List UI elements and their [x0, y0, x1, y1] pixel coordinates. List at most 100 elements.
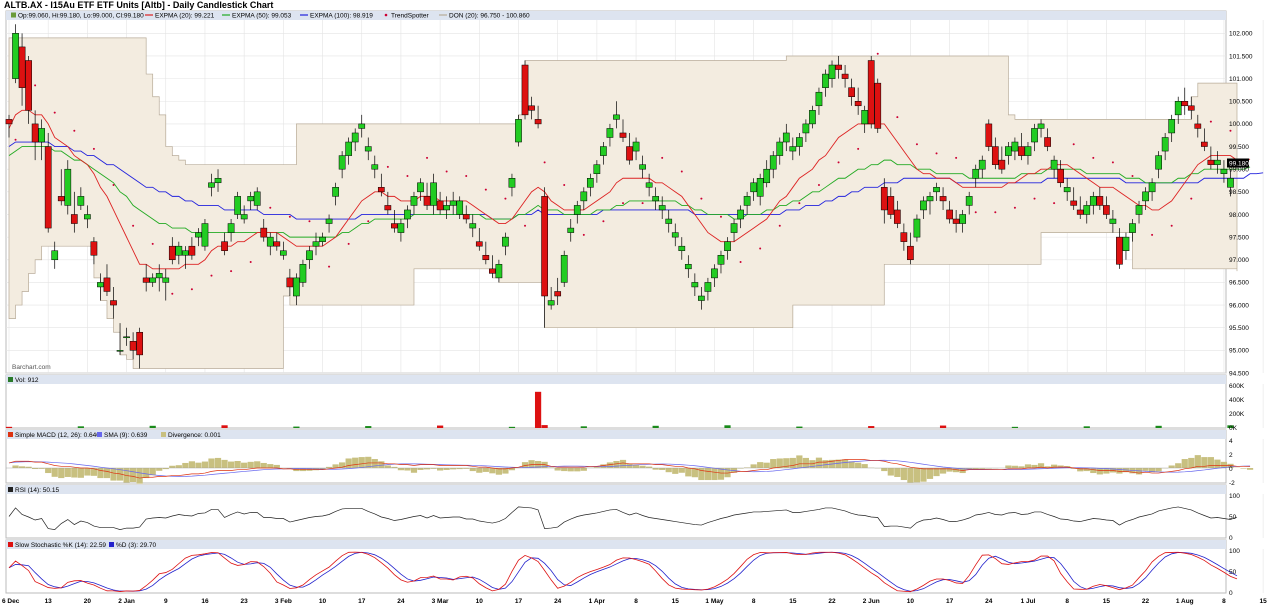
trendspotter-legend-swatch: [384, 13, 388, 17]
candle-body: [168, 245, 176, 261]
volume-bar: [1083, 426, 1090, 428]
date-tick: 1 Apr: [589, 598, 606, 605]
macd-div-legend-swatch: [161, 432, 166, 437]
candle-body: [44, 146, 52, 229]
macd-hist-bar: [1188, 457, 1195, 468]
trendspotter-dot: [1131, 174, 1134, 177]
macd-hist-bar: [953, 468, 960, 473]
rsi-tick: 50: [1229, 514, 1237, 521]
macd-hist-bar: [574, 468, 581, 472]
candle-body: [920, 200, 927, 211]
macd-tick: -2: [1229, 480, 1235, 487]
macd-hist-bar: [417, 468, 424, 470]
candle-body: [332, 187, 339, 197]
macd-hist-bar: [1148, 468, 1156, 473]
candle-body: [234, 196, 241, 215]
macd-hist-bar: [1083, 468, 1090, 472]
macd-hist-bar: [900, 468, 907, 481]
volume-bar: [365, 426, 372, 428]
macd-hist-bar: [789, 457, 796, 468]
date-tick: 3 Feb: [275, 598, 292, 605]
macd-hist-bar: [502, 468, 509, 474]
candle-body: [867, 60, 875, 125]
macd-hist-bar: [221, 459, 228, 468]
volume-tick: 600K: [1229, 383, 1245, 390]
macd-hist-bar: [1246, 468, 1254, 470]
trendspotter-dot: [73, 129, 76, 132]
candle-body: [893, 209, 901, 224]
date-tick: 10: [476, 598, 484, 605]
candle-body: [848, 87, 855, 97]
candle-body: [684, 264, 692, 270]
date-tick: 24: [397, 598, 405, 605]
macd-hist-bar: [64, 468, 71, 477]
trendspotter-dot: [465, 174, 468, 177]
macd-hist-bar: [737, 468, 744, 469]
macd-hist-bar: [521, 462, 529, 468]
candle-body: [965, 196, 973, 206]
candle-body: [84, 214, 91, 220]
stoch-d-legend: %D (3): 29.70: [116, 542, 156, 549]
volume-bar: [1011, 426, 1019, 428]
candle-body: [959, 214, 967, 224]
macd-hist-bar: [339, 462, 346, 468]
candle-body: [913, 218, 921, 238]
candle-body: [1024, 146, 1032, 156]
macd-hist-bar: [208, 458, 215, 468]
trendspotter-dot: [386, 165, 389, 168]
don-legend: DON (20): 96.750 - 100.860: [449, 13, 530, 20]
trendspotter-dot: [328, 265, 331, 268]
trendspotter-dot: [445, 170, 448, 173]
macd-hist-bar: [744, 467, 751, 468]
trendspotter-dot: [1111, 161, 1114, 164]
candle-body: [1174, 101, 1182, 116]
date-tick: 2 Jun: [863, 598, 880, 605]
macd-panel: Simple MACD (12, 26): 0.640 SMA (9): 0.6…: [5, 429, 1254, 487]
candle-body: [18, 46, 26, 88]
candle-body: [489, 268, 496, 274]
trendspotter-dot: [739, 261, 742, 264]
candle-body: [1168, 119, 1176, 134]
candle-body: [1214, 159, 1221, 165]
macd-hist-bar: [704, 468, 712, 481]
ohlc-legend: Op:99.060, Hi:99.180, Lo:99.000, Cl:99.1…: [18, 13, 144, 20]
trendspotter-dot: [1229, 129, 1232, 132]
candle-body: [449, 200, 457, 206]
candle-body: [1135, 205, 1143, 215]
candle-body: [260, 227, 268, 238]
macd-hist-bar: [717, 468, 725, 480]
macd-hist-bar: [430, 468, 437, 469]
candle-body: [815, 91, 823, 107]
trendspotter-dot: [92, 147, 95, 150]
candle-body: [880, 187, 888, 211]
volume-bar: [534, 391, 542, 428]
ohlc-legend-swatch: [11, 12, 16, 18]
trendspotter-dot: [249, 261, 252, 264]
chart-title: ALTB.AX - I15Au ETF ETF Units [Altb] - D…: [4, 0, 274, 10]
macd-hist-bar: [45, 468, 52, 474]
candle-body: [351, 132, 359, 143]
candle-body: [619, 132, 627, 138]
macd-hist-bar: [972, 468, 979, 470]
macd-hist-bar: [508, 468, 516, 471]
candle-body: [227, 223, 235, 233]
trendspotter-dot: [582, 233, 585, 236]
candle-body: [397, 223, 405, 233]
trendspotter-dot: [778, 224, 781, 227]
macd-hist-bar: [685, 468, 692, 477]
candle-body: [1155, 155, 1162, 170]
candle-body: [769, 155, 777, 170]
candle-body: [952, 218, 960, 224]
macd-hist-bar: [894, 468, 901, 477]
candle-body: [312, 241, 320, 247]
candle-body: [1200, 141, 1208, 147]
macd-hist-bar: [378, 461, 385, 468]
rsi-tick: 100: [1229, 493, 1240, 500]
volume-bar: [580, 426, 587, 428]
candle-body: [900, 232, 908, 242]
volume-tick: 400K: [1229, 397, 1245, 404]
macd-hist-bar: [939, 468, 947, 474]
candle-body: [266, 236, 274, 247]
